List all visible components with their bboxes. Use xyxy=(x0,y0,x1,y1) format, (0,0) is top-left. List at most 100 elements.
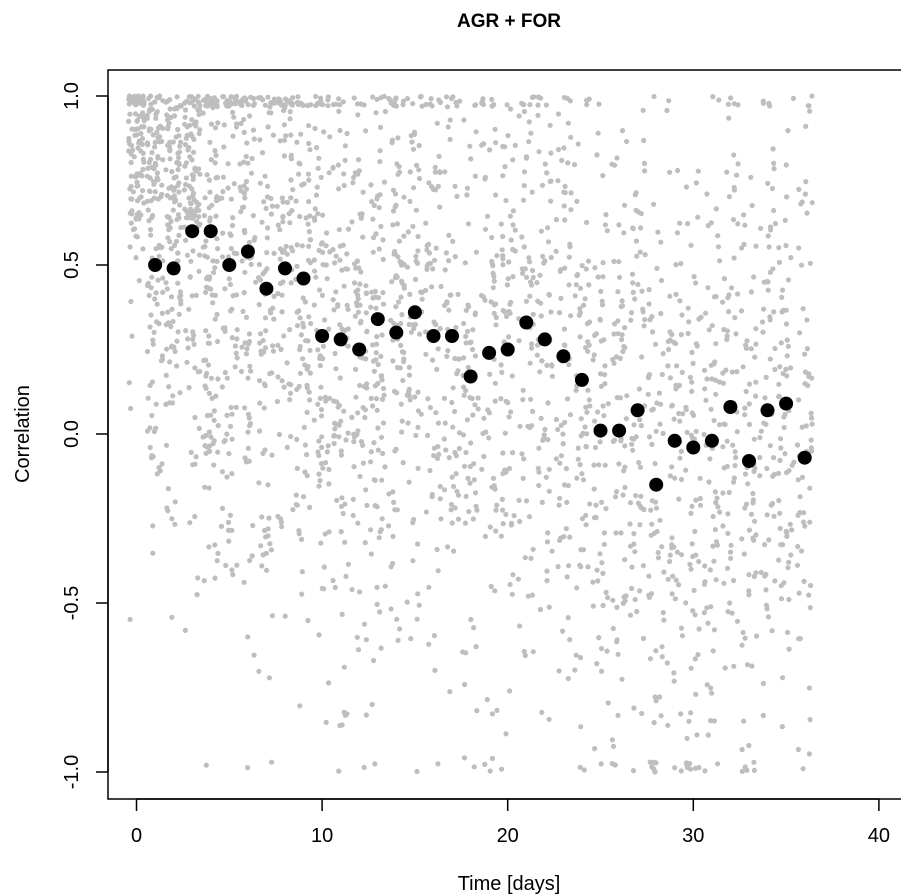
raw-point xyxy=(256,261,262,268)
raw-point xyxy=(647,656,654,662)
raw-point xyxy=(760,712,766,719)
raw-point xyxy=(766,537,772,543)
raw-point xyxy=(170,207,176,213)
raw-point xyxy=(394,616,400,622)
raw-point xyxy=(355,112,361,118)
raw-point xyxy=(192,461,198,467)
raw-point xyxy=(527,102,533,108)
raw-point xyxy=(296,160,302,166)
raw-point xyxy=(564,574,570,580)
raw-point xyxy=(335,162,341,168)
raw-point xyxy=(255,95,262,101)
raw-point xyxy=(224,474,230,480)
raw-point xyxy=(465,221,472,227)
raw-point xyxy=(731,255,737,261)
raw-point xyxy=(342,539,348,545)
raw-point xyxy=(581,302,587,308)
raw-point xyxy=(741,212,747,218)
raw-point xyxy=(229,411,235,417)
raw-point xyxy=(415,465,421,471)
raw-point xyxy=(332,426,338,432)
raw-point xyxy=(433,245,439,251)
raw-point xyxy=(767,224,774,230)
raw-point xyxy=(132,226,138,232)
raw-point xyxy=(352,313,358,319)
raw-point xyxy=(152,296,158,302)
raw-point xyxy=(372,761,378,767)
raw-point xyxy=(351,95,357,101)
raw-point xyxy=(504,282,510,288)
raw-point xyxy=(730,577,737,584)
raw-point xyxy=(463,333,469,339)
raw-point xyxy=(776,381,782,387)
raw-point xyxy=(742,635,748,641)
raw-point xyxy=(300,295,306,301)
raw-point xyxy=(546,488,552,494)
raw-point xyxy=(219,469,225,475)
raw-point xyxy=(385,523,392,529)
raw-point xyxy=(284,444,290,450)
raw-point xyxy=(642,168,648,174)
raw-point xyxy=(363,637,369,643)
raw-point xyxy=(786,646,792,652)
raw-point xyxy=(528,396,534,402)
raw-point xyxy=(506,308,512,315)
raw-point xyxy=(669,464,675,470)
raw-point xyxy=(373,357,379,363)
raw-point xyxy=(637,417,643,423)
raw-point xyxy=(406,393,412,399)
raw-point xyxy=(572,162,578,168)
raw-point xyxy=(312,217,318,223)
mean-point xyxy=(426,329,441,343)
raw-point xyxy=(568,190,574,196)
raw-point xyxy=(358,269,364,275)
raw-point xyxy=(330,297,336,303)
raw-point xyxy=(395,637,401,644)
raw-point xyxy=(691,587,697,594)
raw-point xyxy=(690,608,696,614)
raw-point xyxy=(751,759,757,765)
raw-point xyxy=(433,410,439,416)
raw-point xyxy=(426,641,432,647)
raw-point xyxy=(593,502,599,508)
raw-point xyxy=(381,385,387,392)
raw-point xyxy=(482,174,488,180)
raw-point xyxy=(147,175,153,181)
raw-point xyxy=(539,358,545,364)
raw-point xyxy=(169,169,175,175)
raw-point xyxy=(538,300,544,306)
raw-point xyxy=(341,171,347,177)
raw-point xyxy=(553,416,560,423)
raw-point xyxy=(373,231,379,237)
raw-point xyxy=(242,405,248,411)
raw-point xyxy=(265,124,271,130)
raw-point xyxy=(454,103,460,109)
raw-point xyxy=(646,434,653,440)
raw-point xyxy=(540,437,546,443)
raw-point xyxy=(144,113,150,119)
raw-point xyxy=(275,374,281,380)
raw-point xyxy=(203,432,209,439)
raw-point xyxy=(667,169,673,175)
raw-point xyxy=(210,105,216,111)
raw-point xyxy=(669,591,675,597)
raw-point xyxy=(519,451,525,457)
raw-point xyxy=(521,183,527,189)
raw-point xyxy=(219,505,226,511)
raw-point xyxy=(471,625,477,631)
raw-point xyxy=(735,291,741,297)
raw-point xyxy=(602,372,608,378)
raw-point xyxy=(226,451,232,457)
raw-point xyxy=(388,100,394,106)
raw-point xyxy=(653,428,659,434)
raw-point xyxy=(691,274,697,280)
raw-point xyxy=(487,768,493,774)
raw-point xyxy=(325,97,331,103)
raw-point xyxy=(251,136,257,142)
raw-point xyxy=(770,146,776,152)
raw-point xyxy=(155,177,161,183)
raw-point xyxy=(720,523,726,529)
raw-point xyxy=(658,239,664,245)
raw-point xyxy=(507,581,513,588)
raw-point xyxy=(206,544,212,550)
